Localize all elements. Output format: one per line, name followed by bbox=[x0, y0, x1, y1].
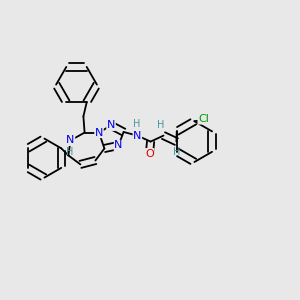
Text: N: N bbox=[95, 128, 103, 138]
Text: H: H bbox=[66, 147, 74, 158]
Text: H: H bbox=[158, 120, 165, 130]
Text: N: N bbox=[133, 130, 142, 141]
Text: N: N bbox=[114, 140, 123, 151]
Text: Cl: Cl bbox=[198, 114, 209, 124]
Text: O: O bbox=[145, 148, 154, 159]
Text: H: H bbox=[133, 119, 140, 129]
Text: N: N bbox=[107, 120, 115, 130]
Text: H: H bbox=[173, 147, 181, 158]
Text: N: N bbox=[66, 135, 75, 146]
